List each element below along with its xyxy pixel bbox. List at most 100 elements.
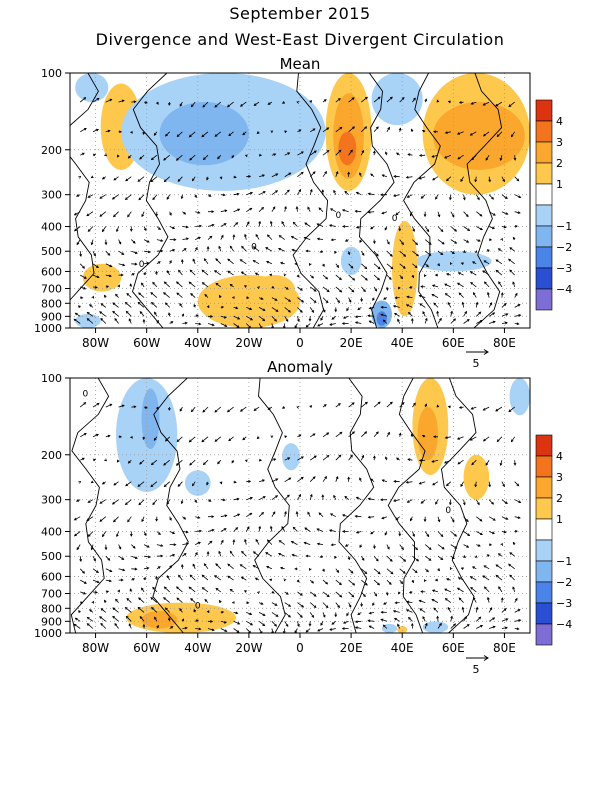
wind-vector: [246, 620, 253, 626]
wind-vector: [432, 176, 439, 181]
zero-contour-line: [466, 73, 503, 328]
wind-vector-head: [160, 249, 164, 253]
wind-vector: [335, 591, 342, 598]
wind-vector: [470, 436, 477, 441]
wind-vector-head: [270, 130, 274, 134]
wind-vector: [329, 323, 336, 326]
wind-vector: [361, 401, 368, 408]
wind-vector-head: [342, 316, 346, 319]
wind-vector-head: [364, 571, 368, 575]
wind-vector-head: [398, 127, 402, 131]
wind-vector: [220, 628, 227, 632]
wind-vector: [164, 176, 170, 182]
wind-vector: [432, 284, 439, 288]
wind-vector-head: [93, 253, 96, 257]
wind-vector: [165, 436, 170, 442]
wind-vector-head: [250, 191, 253, 195]
wind-vector-head: [364, 126, 368, 130]
wind-vector-head: [192, 258, 196, 262]
wind-vector-head: [308, 623, 312, 627]
shaded-region: [185, 470, 211, 496]
wind-vector-head: [229, 550, 233, 554]
wind-vector: [240, 259, 247, 265]
wind-vector: [150, 176, 158, 182]
wind-vector-head: [89, 304, 92, 307]
wind-vector-head: [320, 622, 324, 626]
wind-vector: [432, 589, 439, 593]
wind-vector: [271, 173, 278, 178]
wind-vector: [348, 454, 353, 461]
wind-vector-head: [294, 567, 298, 571]
wind-vector: [335, 171, 339, 177]
wind-vector-head: [244, 590, 247, 593]
wind-vector: [335, 431, 343, 438]
wind-vector-head: [153, 437, 157, 441]
wind-vector-head: [231, 296, 235, 299]
wind-vector: [258, 174, 265, 178]
x-tick-label: 40W: [184, 641, 211, 655]
wind-vector-head: [129, 283, 133, 287]
wind-vector: [214, 406, 222, 413]
wind-vector: [355, 620, 362, 623]
wind-vector: [431, 459, 439, 463]
wind-vector-head: [445, 273, 450, 276]
wind-vector: [87, 318, 94, 324]
colorbar-box: [535, 183, 553, 206]
wind-vector: [386, 579, 392, 585]
wind-vector: [399, 402, 405, 408]
wind-vector-head: [124, 606, 128, 610]
wind-vector-head: [395, 212, 399, 216]
wind-vector-head: [316, 237, 320, 241]
wind-vector-head: [418, 481, 422, 485]
wind-vector: [292, 249, 298, 252]
wind-vector: [501, 322, 508, 324]
wind-vector: [355, 515, 362, 518]
wind-vector: [501, 516, 508, 520]
shaded-region: [340, 246, 362, 276]
zero-contour-line: [359, 73, 395, 328]
wind-vector-head: [139, 615, 143, 619]
wind-vector: [177, 436, 183, 442]
wind-vector-head: [423, 214, 427, 218]
wind-vector: [348, 263, 354, 269]
wind-vector-head: [109, 403, 113, 407]
wind-vector: [495, 101, 503, 107]
wind-vector-head: [126, 597, 130, 601]
wind-vector: [322, 612, 326, 618]
wind-vector-head: [215, 587, 219, 591]
wind-vector-head: [339, 431, 343, 435]
wind-vector-head: [326, 127, 330, 131]
wind-vector-head: [130, 130, 133, 134]
wind-vector: [182, 531, 189, 533]
wind-vector-head: [278, 553, 282, 556]
wind-vector: [450, 211, 455, 217]
wind-vector: [138, 499, 145, 505]
wind-vector-head: [214, 439, 218, 442]
wind-vector-head: [398, 228, 402, 232]
wind-vector-head: [422, 616, 426, 620]
wind-vector: [297, 316, 300, 322]
wind-vector-head: [81, 457, 85, 461]
wind-vector-head: [76, 547, 80, 551]
wind-vector-head: [339, 126, 343, 130]
wind-vector-head: [387, 241, 390, 245]
wind-vector-head: [194, 500, 197, 504]
wind-vector-head: [126, 292, 130, 296]
wind-vector-head: [292, 526, 296, 530]
wind-vector-head: [155, 213, 159, 217]
wind-vector-head: [104, 547, 108, 551]
wind-vector-head: [319, 555, 323, 558]
wind-vector-head: [450, 615, 453, 619]
wind-vector-head: [120, 578, 124, 582]
wind-vector: [244, 539, 247, 545]
wind-vector: [424, 226, 430, 232]
y-tick-label: 300: [41, 494, 62, 507]
wind-vector-head: [325, 276, 329, 280]
wind-vector-head: [423, 519, 427, 523]
wind-vector: [450, 226, 457, 232]
wind-vector-head: [211, 528, 215, 532]
colorbar-box: [535, 99, 553, 122]
wind-vector-head: [380, 193, 384, 197]
wind-vector-head: [270, 435, 274, 439]
wind-vector: [292, 554, 298, 557]
